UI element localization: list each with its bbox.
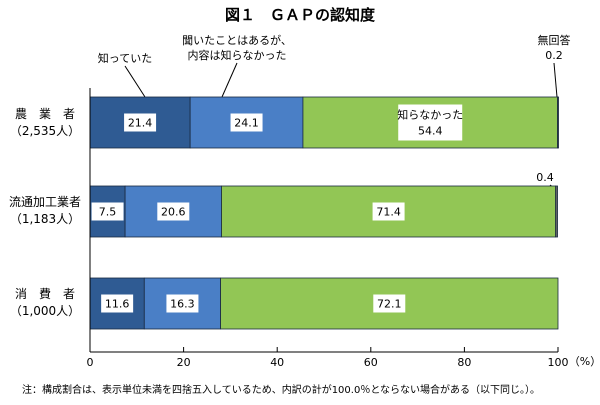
x-unit-label: （%）	[569, 355, 600, 368]
x-tick-label-3: 60	[364, 356, 378, 369]
bar-0-3	[557, 96, 559, 149]
leader-noanswer-0	[553, 62, 558, 98]
value-label-0-0: 21.4	[128, 117, 153, 130]
category-label-consumers: 消 費 者	[15, 286, 75, 301]
outside-value-noanswer-0: 0.2	[545, 49, 563, 62]
x-tick-label-1: 20	[177, 356, 191, 369]
label-box-2-0	[101, 294, 134, 313]
category-sub-processors: （1,183人）	[10, 212, 80, 226]
series-label-noanswer: 無回答	[538, 33, 571, 47]
x-tick-label-0: 0	[87, 356, 94, 369]
inbar-series-name: 知らなかった	[397, 108, 463, 122]
x-tick-label-5: 100	[548, 356, 569, 369]
value-label-0-2: 54.4	[418, 125, 443, 138]
leader-heard	[221, 62, 238, 98]
category-label-farmers: 農 業 者	[15, 107, 75, 121]
series-label-known: 知っていた	[98, 51, 152, 65]
label-box-1-2	[372, 202, 405, 221]
bar-1-3	[555, 185, 558, 238]
value-label-2-0: 11.6	[105, 298, 130, 311]
label-box-2-2	[373, 294, 406, 313]
bar-1-1	[124, 185, 222, 238]
label-box-0-0	[124, 113, 157, 132]
leader-known	[124, 65, 146, 98]
category-label-processors: 流通加工業者	[9, 195, 81, 209]
category-sub-consumers: （1,000人）	[10, 304, 80, 318]
footnote: 注：構成割合は、表示単位未満を四捨五入しているため、内訳の計が100.0％となら…	[22, 383, 540, 396]
label-box-0-1	[230, 113, 263, 132]
value-label-0-1: 24.1	[234, 117, 259, 130]
label-box-1-0	[91, 202, 124, 221]
outside-value-noanswer-1: 0.4	[536, 171, 554, 184]
label-box-1-1	[157, 202, 190, 221]
value-label-1-1: 20.6	[161, 206, 186, 219]
label-box-2-1	[166, 294, 199, 313]
x-tick-label-4: 80	[457, 356, 471, 369]
category-sub-farmers: （2,535人）	[10, 124, 80, 138]
x-tick-label-2: 40	[270, 356, 284, 369]
series-label-heard-2: 内容は知らなかった	[188, 48, 287, 62]
value-label-2-1: 16.3	[170, 298, 195, 311]
series-label-heard-1: 聞いたことはあるが、	[182, 33, 292, 47]
label-box-0-2	[398, 104, 463, 141]
value-label-2-2: 72.1	[377, 298, 402, 311]
chart-title: 図１ ＧＡＰの認知度	[225, 6, 376, 24]
value-label-1-2: 71.4	[376, 206, 401, 219]
value-label-1-0: 7.5	[99, 206, 117, 219]
